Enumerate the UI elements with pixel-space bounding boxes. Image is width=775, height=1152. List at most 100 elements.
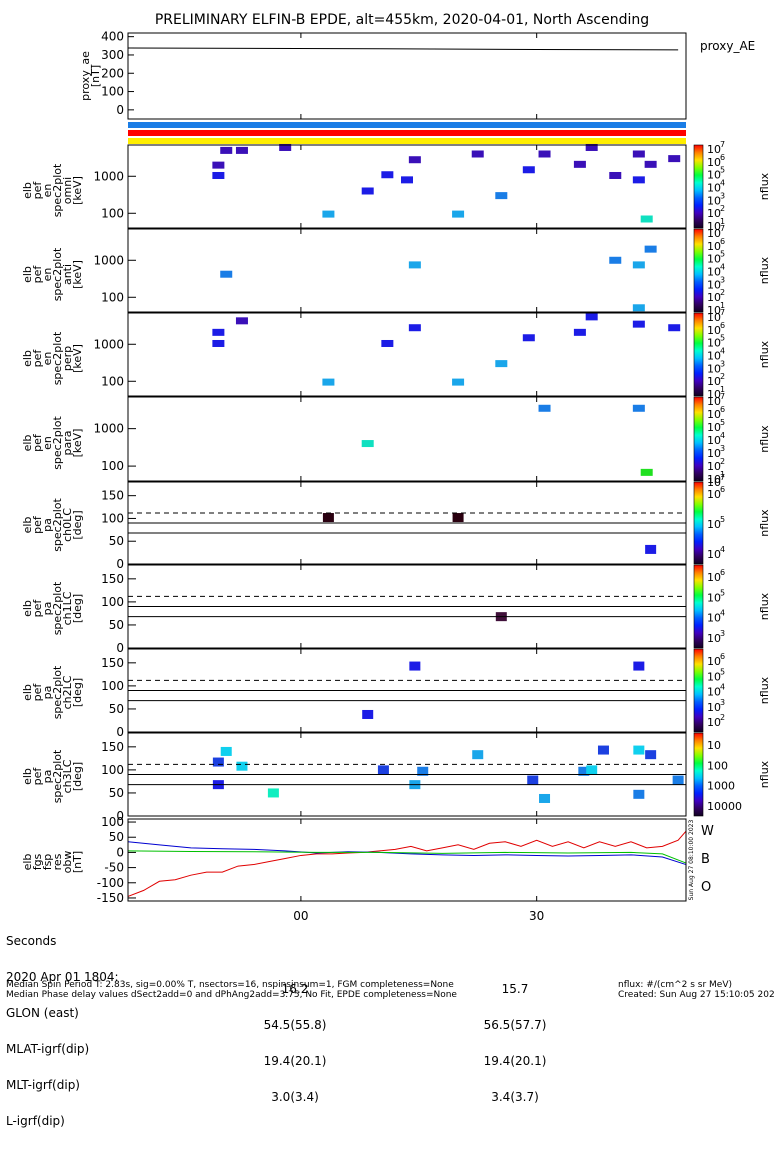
pitch-angle-colorbar bbox=[693, 481, 704, 565]
axis-label-line: pef bbox=[31, 515, 44, 534]
epde-summary-plot: PRELIMINARY ELFIN-B EPDE, alt=455km, 202… bbox=[21, 12, 771, 923]
axis-label-line: ch1LC bbox=[61, 591, 74, 625]
spectrum-block bbox=[381, 171, 394, 179]
colorbar-tick-label-exponent: 5 bbox=[720, 588, 725, 597]
pitch-angle-block bbox=[527, 775, 539, 785]
y-tick-label: 150 bbox=[101, 489, 124, 503]
spectrum-block bbox=[632, 261, 645, 269]
y-tick-label: 400 bbox=[101, 30, 124, 44]
spectrum-block bbox=[668, 155, 681, 163]
y-tick-label: 50 bbox=[109, 534, 124, 548]
spectrum-block bbox=[212, 339, 225, 347]
colorbar-tick-label: 10 bbox=[707, 337, 721, 350]
colorbar-tick-label-exponent: 3 bbox=[720, 444, 725, 453]
axis-label-line: [nT] bbox=[71, 851, 84, 873]
y-tick-label: 0 bbox=[116, 725, 124, 739]
axis-label-line: spec2plot bbox=[51, 331, 64, 385]
axis-label-line: spec2plot bbox=[51, 749, 64, 803]
axis-label-line: [keV] bbox=[71, 429, 84, 458]
info-row-label: GLON (east) bbox=[6, 1006, 79, 1020]
colorbar-tick-label-exponent: 1 bbox=[720, 301, 725, 310]
pitch-angle-block bbox=[597, 745, 609, 755]
y-tick-label: 100 bbox=[101, 595, 124, 609]
colorbar-tick-label: 10 bbox=[707, 701, 721, 714]
y-tick-label: 100 bbox=[101, 85, 124, 99]
spectrum-block bbox=[452, 378, 465, 386]
colorbar-tick-label: 10 bbox=[707, 548, 721, 561]
colorbar-tick-label: 10 bbox=[707, 632, 721, 645]
spectrum-block bbox=[361, 440, 374, 448]
colorbar-tick-label-exponent: 1 bbox=[720, 385, 725, 394]
colorbar-tick-label-exponent: 7 bbox=[720, 140, 725, 149]
pitch-angle-block bbox=[539, 793, 551, 803]
b-field-legend-label: B bbox=[701, 852, 710, 867]
y-tick-label: 1000 bbox=[93, 337, 124, 351]
colorbar-tick-label-exponent: 4 bbox=[720, 431, 725, 440]
colorbar-tick-label: 10 bbox=[707, 473, 721, 486]
colorbar-tick-label: 10 bbox=[707, 686, 721, 699]
colorbar-tick-label: 10 bbox=[707, 488, 721, 501]
pitch-angle-block bbox=[578, 766, 590, 776]
y-tick-label: 100 bbox=[101, 290, 124, 304]
colorbar-tick-label: 10 bbox=[707, 375, 721, 388]
status-bar bbox=[128, 130, 686, 136]
y-tick-label: 100 bbox=[101, 206, 124, 220]
proxy-ae-line bbox=[127, 47, 679, 51]
axis-label-line: en bbox=[41, 436, 54, 450]
info-col1-value: 19.4(20.1) bbox=[263, 1054, 327, 1068]
colorbar-tick-label-exponent: 7 bbox=[720, 473, 725, 482]
info-row-label: Seconds bbox=[6, 934, 57, 948]
colorbar-tick-label-exponent: 5 bbox=[720, 334, 725, 343]
y-tick-label: 100 bbox=[101, 763, 124, 777]
y-tick-label: 50 bbox=[109, 830, 124, 844]
colorbar-tick-label: 10 bbox=[707, 421, 721, 434]
colorbar-tick-label: 10 bbox=[707, 227, 721, 240]
colorbar-tick-label-exponent: 5 bbox=[720, 250, 725, 259]
colorbar-label-text: nflux bbox=[758, 676, 771, 704]
axis-label-line: pef bbox=[31, 433, 44, 452]
colorbar-tick-label: 10 bbox=[707, 220, 721, 233]
colorbar-tick-label-exponent: 1 bbox=[720, 470, 725, 479]
colorbar-tick-label-exponent: 2 bbox=[720, 457, 725, 466]
y-tick-label: 150 bbox=[101, 572, 124, 586]
colorbar-tick-label-exponent: 1 bbox=[720, 217, 725, 226]
axis-label-line: perp bbox=[61, 346, 74, 371]
colorbar-tick-label-exponent: 2 bbox=[720, 713, 725, 722]
spectrum-block bbox=[522, 334, 535, 342]
info-row-label: L-igrf(dip) bbox=[6, 1114, 65, 1128]
x-tick-label: 30 bbox=[529, 909, 544, 923]
spectrum-block bbox=[408, 156, 421, 164]
colorbar-tick-label: 10 bbox=[707, 591, 721, 604]
colorbar-tick-label-exponent: 6 bbox=[720, 237, 725, 246]
colorbar-label: nflux bbox=[758, 592, 771, 620]
y-tick-label: 1000 bbox=[93, 169, 124, 183]
pitch-angle-block bbox=[586, 765, 598, 775]
spectrum-block bbox=[401, 176, 413, 184]
colorbar-tick-label: 10 bbox=[707, 194, 721, 207]
spectrum-block bbox=[585, 143, 598, 151]
colorbar-tick-label: 10 bbox=[707, 571, 721, 584]
colorbar-tick-label: 10 bbox=[707, 311, 721, 324]
y-tick-label: 0 bbox=[116, 641, 124, 655]
energy-colorbar bbox=[693, 312, 704, 397]
axis-label-line: pef bbox=[31, 599, 44, 618]
axis-label-line: elb bbox=[21, 600, 34, 617]
spectrum-block bbox=[632, 404, 645, 412]
pitch-angle-block bbox=[377, 765, 389, 775]
axis-label-line: [deg] bbox=[71, 510, 84, 539]
spectrum-block bbox=[522, 166, 535, 174]
colorbar-tick-label-exponent: 6 bbox=[720, 321, 725, 330]
footer-right-2: Created: Sun Aug 27 15:10:05 2023 bbox=[618, 990, 775, 1000]
info-row-label: MLT-igrf(dip) bbox=[6, 1078, 80, 1092]
axis-label-line: pef bbox=[31, 767, 44, 786]
info-col1-value: 3.0(3.4) bbox=[271, 1090, 319, 1104]
colorbar-label: nflux bbox=[758, 425, 771, 453]
colorbar-tick-label: 10 bbox=[707, 182, 721, 195]
axis-label-line: [deg] bbox=[71, 594, 84, 623]
pitch-angle-block bbox=[267, 788, 279, 798]
colorbar-label: nflux bbox=[758, 340, 771, 368]
